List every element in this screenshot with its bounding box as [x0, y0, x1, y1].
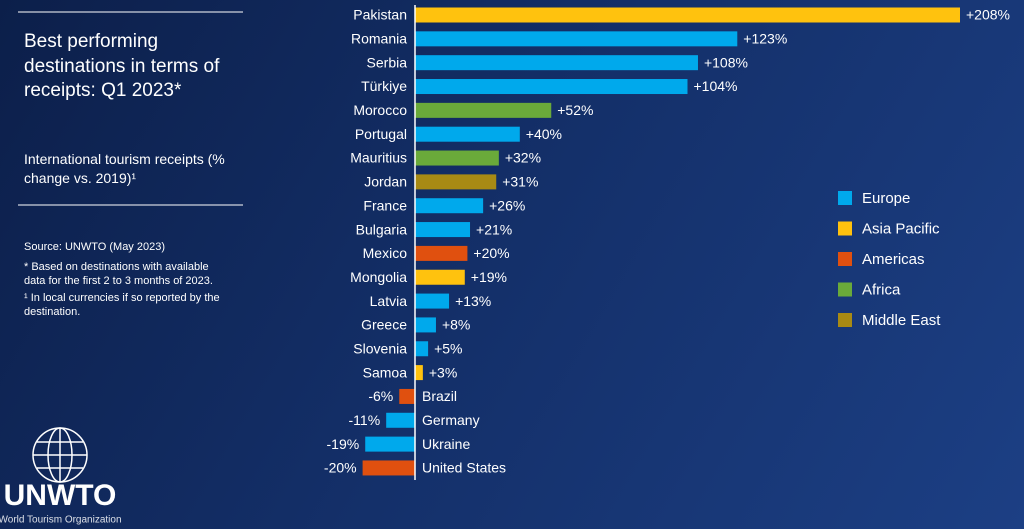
bar	[362, 460, 415, 476]
bar	[415, 31, 738, 47]
category-label: Pakistan	[353, 7, 407, 23]
value-label: +32%	[505, 150, 541, 166]
value-label: +40%	[526, 126, 562, 142]
category-label: Slovenia	[353, 340, 407, 356]
note: ¹ In local currencies if so reported by …	[24, 292, 220, 318]
category-label: Ukraine	[422, 436, 470, 452]
category-label: Mexico	[363, 245, 408, 261]
legend-label: Middle East	[862, 312, 941, 329]
legend-label: Europe	[862, 190, 910, 207]
bar	[415, 269, 465, 285]
value-label: -11%	[349, 412, 381, 428]
value-label: +13%	[455, 293, 491, 309]
category-label: France	[363, 197, 407, 213]
category-label: Greece	[361, 317, 407, 333]
category-label: Portugal	[355, 126, 407, 142]
notes: Source: UNWTO (May 2023) * Based on dest…	[24, 240, 224, 322]
category-label: Brazil	[422, 388, 457, 404]
category-label: Bulgaria	[356, 221, 408, 237]
category-label: Mauritius	[350, 150, 407, 166]
bar	[415, 198, 484, 214]
legend-swatch	[838, 221, 852, 236]
bar	[415, 245, 468, 261]
value-label: +31%	[502, 174, 538, 190]
category-label: Türkiye	[361, 78, 407, 94]
bar	[365, 436, 415, 452]
category-label: Serbia	[367, 54, 408, 70]
bar	[415, 126, 520, 142]
legend-swatch	[838, 252, 852, 266]
category-label: Mongolia	[350, 269, 407, 285]
bar	[399, 388, 415, 404]
value-label: +21%	[476, 221, 512, 237]
value-label: +5%	[434, 340, 462, 356]
value-label: +26%	[489, 197, 525, 213]
legend-swatch	[838, 313, 852, 327]
value-label: +104%	[694, 78, 738, 94]
legend-label: Africa	[862, 281, 901, 298]
value-label: +20%	[473, 245, 509, 261]
note: Source: UNWTO (May 2023)	[24, 241, 166, 253]
legend-swatch	[838, 282, 852, 297]
bar	[386, 412, 415, 428]
bar	[415, 365, 423, 381]
logo-name: UNWTO	[4, 479, 117, 512]
category-label: Latvia	[370, 293, 408, 309]
legend-label: Asia Pacific	[862, 220, 940, 237]
bar	[415, 55, 698, 71]
value-label: +3%	[429, 364, 457, 380]
bar	[415, 317, 436, 333]
bar	[415, 79, 688, 95]
value-label: -19%	[327, 436, 360, 452]
category-label: Romania	[351, 31, 407, 47]
value-label: -20%	[324, 460, 357, 476]
value-label: -6%	[368, 388, 393, 404]
chart-title: Best performing destinations in terms of…	[24, 31, 220, 101]
value-label: +8%	[442, 317, 470, 333]
category-label: Morocco	[353, 102, 407, 118]
bar	[415, 174, 497, 190]
value-label: +19%	[471, 269, 507, 285]
legend-label: Americas	[862, 251, 925, 268]
chart-subtitle: International tourism receipts (% change…	[24, 151, 225, 186]
logo-tagline: World Tourism Organization	[0, 515, 122, 526]
bar	[415, 222, 471, 238]
legend-swatch	[838, 191, 852, 205]
bar	[415, 150, 499, 166]
bar	[415, 102, 552, 118]
logo-globe	[32, 427, 88, 483]
note: * Based on destinations with available d…	[24, 261, 213, 287]
category-label: Samoa	[363, 364, 408, 380]
value-label: +52%	[557, 102, 593, 118]
category-label: Jordan	[364, 174, 407, 190]
value-label: +208%	[966, 7, 1010, 23]
category-label: United States	[422, 460, 506, 476]
bar	[415, 341, 429, 357]
bar	[415, 7, 960, 23]
bar	[415, 293, 450, 309]
value-label: +123%	[743, 31, 787, 47]
category-label: Germany	[422, 412, 480, 428]
value-label: +108%	[704, 54, 748, 70]
